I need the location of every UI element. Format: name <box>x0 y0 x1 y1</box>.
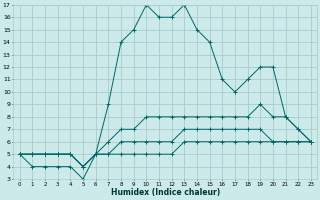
X-axis label: Humidex (Indice chaleur): Humidex (Indice chaleur) <box>111 188 220 197</box>
